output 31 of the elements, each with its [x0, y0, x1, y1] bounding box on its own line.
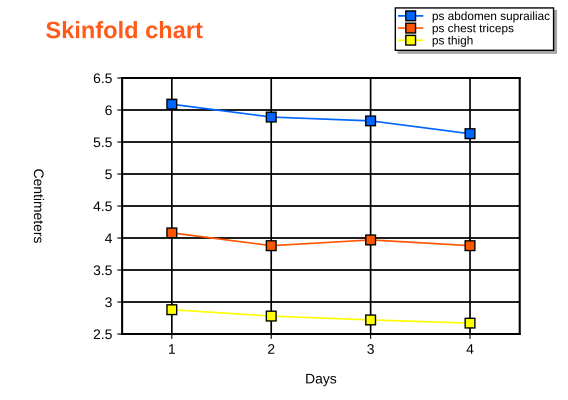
point: [266, 111, 277, 123]
point: [166, 304, 178, 316]
y-tick-label: 6: [105, 105, 112, 116]
y-tick-label: 5: [105, 169, 112, 180]
x-tick-label: 4: [466, 344, 474, 354]
y-tick-label: 3: [105, 297, 112, 308]
y-tick-label: 2.5: [94, 329, 112, 340]
y-tick-label: 4.5: [93, 201, 112, 212]
x-axis-title: Days: [306, 374, 336, 386]
legend-label: ps abdomen suprailiac: [432, 11, 550, 22]
x-tick-label: 1: [169, 344, 176, 354]
point: [365, 234, 376, 246]
point: [464, 240, 476, 252]
point: [365, 115, 376, 126]
legend-label: ps chest triceps: [432, 24, 514, 35]
x-tick-label: 3: [367, 344, 374, 354]
legend-label: ps thigh: [432, 36, 472, 47]
y-axis-title: Centimeters: [34, 169, 44, 243]
y-tick-label: 3.5: [94, 265, 112, 276]
y-tick-label: 6.5: [94, 73, 112, 84]
point: [464, 128, 476, 140]
x-tick-label: 2: [268, 344, 274, 354]
point: [266, 240, 277, 252]
point: [266, 310, 277, 322]
y-tick-label: 4: [104, 233, 112, 244]
point: [365, 314, 376, 326]
point: [166, 227, 178, 238]
point: [464, 318, 476, 329]
point: [166, 98, 178, 110]
chart-title: Skinfold chart: [46, 20, 203, 38]
y-tick-label: 5.5: [94, 137, 112, 148]
